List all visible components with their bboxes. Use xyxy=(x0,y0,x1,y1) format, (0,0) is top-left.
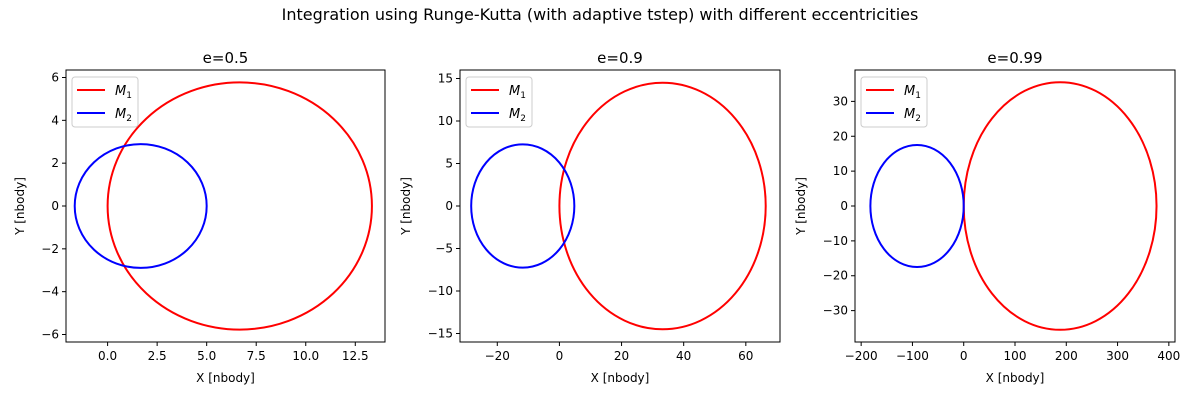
y-tick-label: −5 xyxy=(435,242,453,256)
x-axis-label: X [nbody] xyxy=(196,371,255,385)
y-axis-label: Y [nbody] xyxy=(13,177,27,236)
legend-label-m1: M1 xyxy=(115,84,132,101)
y-tick-label: 2 xyxy=(51,156,59,170)
y-tick-label: 5 xyxy=(445,157,453,171)
orbit-m2 xyxy=(869,143,965,269)
y-tick-label: −10 xyxy=(428,284,453,298)
orbit-m2 xyxy=(73,143,208,269)
x-tick-label: 2.5 xyxy=(148,349,167,363)
legend-label-m1: M1 xyxy=(509,84,526,101)
x-tick-label: 0 xyxy=(960,349,968,363)
subplot-2: −20 0 20 40 60 −15 −10 −5 0 5 10 15 X [nbody] Y [nbod… xyxy=(399,49,781,385)
y-tick-label: 20 xyxy=(833,129,848,143)
x-axis-label: X [nbody] xyxy=(986,371,1045,385)
legend-label-base: M xyxy=(509,107,520,122)
y-tick-label: 0 xyxy=(840,199,848,213)
subplot-title: e=0.9 xyxy=(597,49,643,67)
y-tick-label: 15 xyxy=(438,72,453,86)
y-tick-label: 0 xyxy=(51,199,59,213)
y-tick-label: 6 xyxy=(51,70,59,84)
y-axis-label: Y [nbody] xyxy=(794,177,808,236)
x-tick-label: 300 xyxy=(1106,349,1129,363)
y-tick-label: −2 xyxy=(41,242,59,256)
x-axis-label: X [nbody] xyxy=(591,371,650,385)
y-tick-label: −4 xyxy=(41,285,59,299)
orbit-m2 xyxy=(470,143,576,269)
x-tick-label: 10.0 xyxy=(292,349,319,363)
y-tick-label: 10 xyxy=(833,164,848,178)
y-tick-label: −10 xyxy=(823,234,848,248)
legend-label-base: M xyxy=(115,84,126,99)
x-tick-label: −20 xyxy=(485,349,510,363)
legend-label-subscript: 1 xyxy=(915,91,921,101)
legend-label-base: M xyxy=(509,84,520,99)
legend-label-base: M xyxy=(904,84,915,99)
x-tick-label: 200 xyxy=(1055,349,1078,363)
figure-title: Integration using Runge-Kutta (with adap… xyxy=(281,5,919,24)
legend-label-m2: M2 xyxy=(115,107,132,124)
orbit-m1 xyxy=(106,81,373,331)
subplot-title: e=0.99 xyxy=(987,49,1042,67)
legend-label-subscript: 2 xyxy=(126,114,132,124)
x-tick-label: 20 xyxy=(614,349,629,363)
y-tick-label: −6 xyxy=(41,328,59,342)
y-tick-label: 10 xyxy=(438,114,453,128)
legend-label-subscript: 1 xyxy=(126,91,132,101)
x-tick-label: 400 xyxy=(1157,349,1180,363)
y-axis-label: Y [nbody] xyxy=(399,177,413,236)
x-tick-label: 100 xyxy=(1004,349,1027,363)
x-tick-label: 5.0 xyxy=(197,349,216,363)
legend-label-subscript: 2 xyxy=(520,114,526,124)
x-tick-label: 40 xyxy=(676,349,691,363)
subplot-1: 0.0 2.5 5.0 7.5 10.0 12.5 −6 −4 −2 0 2 4 6 X [nbody] Y… xyxy=(13,49,386,385)
legend-label-m2: M2 xyxy=(509,107,526,124)
y-tick-label: 4 xyxy=(51,113,59,127)
legend-label-m2: M2 xyxy=(904,107,921,124)
x-tick-label: −100 xyxy=(896,349,929,363)
legend-label-subscript: 1 xyxy=(520,91,526,101)
x-tick-label: −200 xyxy=(845,349,878,363)
legend-label-base: M xyxy=(904,107,915,122)
x-tick-label: 60 xyxy=(738,349,753,363)
x-tick-label: 0.0 xyxy=(98,349,117,363)
legend-label-m1: M1 xyxy=(904,84,921,101)
x-tick-label: 7.5 xyxy=(247,349,266,363)
x-tick-label: 12.5 xyxy=(342,349,369,363)
orbit-m1 xyxy=(558,81,767,331)
y-tick-label: 0 xyxy=(445,199,453,213)
subplot-title: e=0.5 xyxy=(203,49,249,67)
y-tick-label: −30 xyxy=(823,304,848,318)
legend-label-base: M xyxy=(115,107,126,122)
y-tick-label: 30 xyxy=(833,94,848,108)
x-tick-label: 0 xyxy=(556,349,564,363)
y-tick-label: −15 xyxy=(428,327,453,341)
y-tick-label: −20 xyxy=(823,269,848,283)
orbit-m1 xyxy=(962,81,1158,331)
legend-label-subscript: 2 xyxy=(915,114,921,124)
